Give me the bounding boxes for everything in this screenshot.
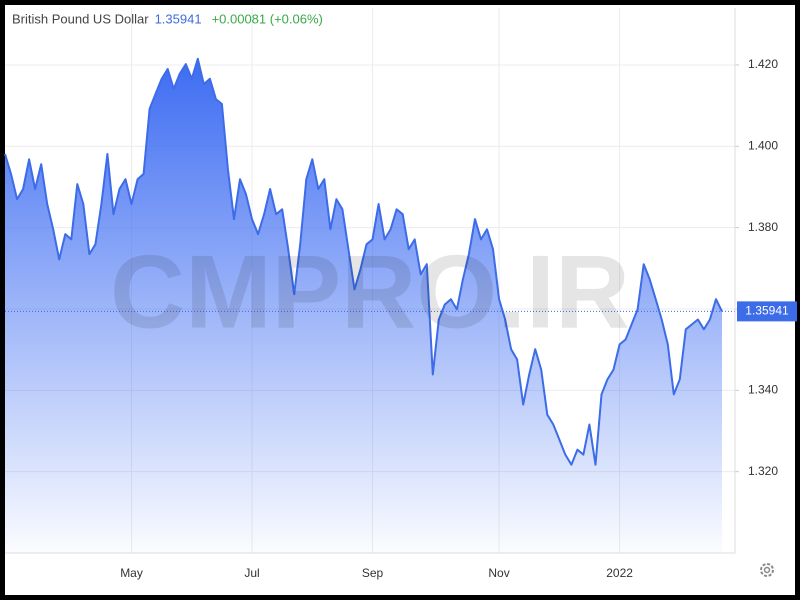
x-tick-label: Jul	[244, 566, 259, 580]
last-price-label: 1.35941	[745, 304, 789, 318]
axes: 1.3201.3401.3601.3801.4001.420MayJulSepN…	[5, 8, 797, 580]
x-tick-label: 2022	[606, 566, 633, 580]
price-line	[4, 57, 723, 466]
last-price-badge	[737, 301, 797, 322]
plot	[4, 57, 735, 554]
x-tick-label: May	[120, 566, 143, 580]
settings-icon[interactable]	[760, 563, 774, 577]
area-fill	[5, 58, 722, 554]
y-tick-label: 1.320	[748, 464, 778, 478]
y-tick-label: 1.400	[748, 138, 778, 152]
y-tick-label: 1.340	[748, 382, 778, 396]
x-tick-label: Nov	[488, 566, 509, 580]
x-tick-label: Sep	[362, 566, 384, 580]
y-tick-label: 1.380	[748, 220, 778, 234]
y-tick-label: 1.420	[748, 57, 778, 71]
watermark: CMPRO.IR	[110, 234, 630, 350]
last-price: 1.35941	[155, 11, 202, 26]
price-change: +0.00081 (+0.06%)	[212, 11, 323, 26]
instrument-name: British Pound US Dollar	[12, 11, 149, 26]
